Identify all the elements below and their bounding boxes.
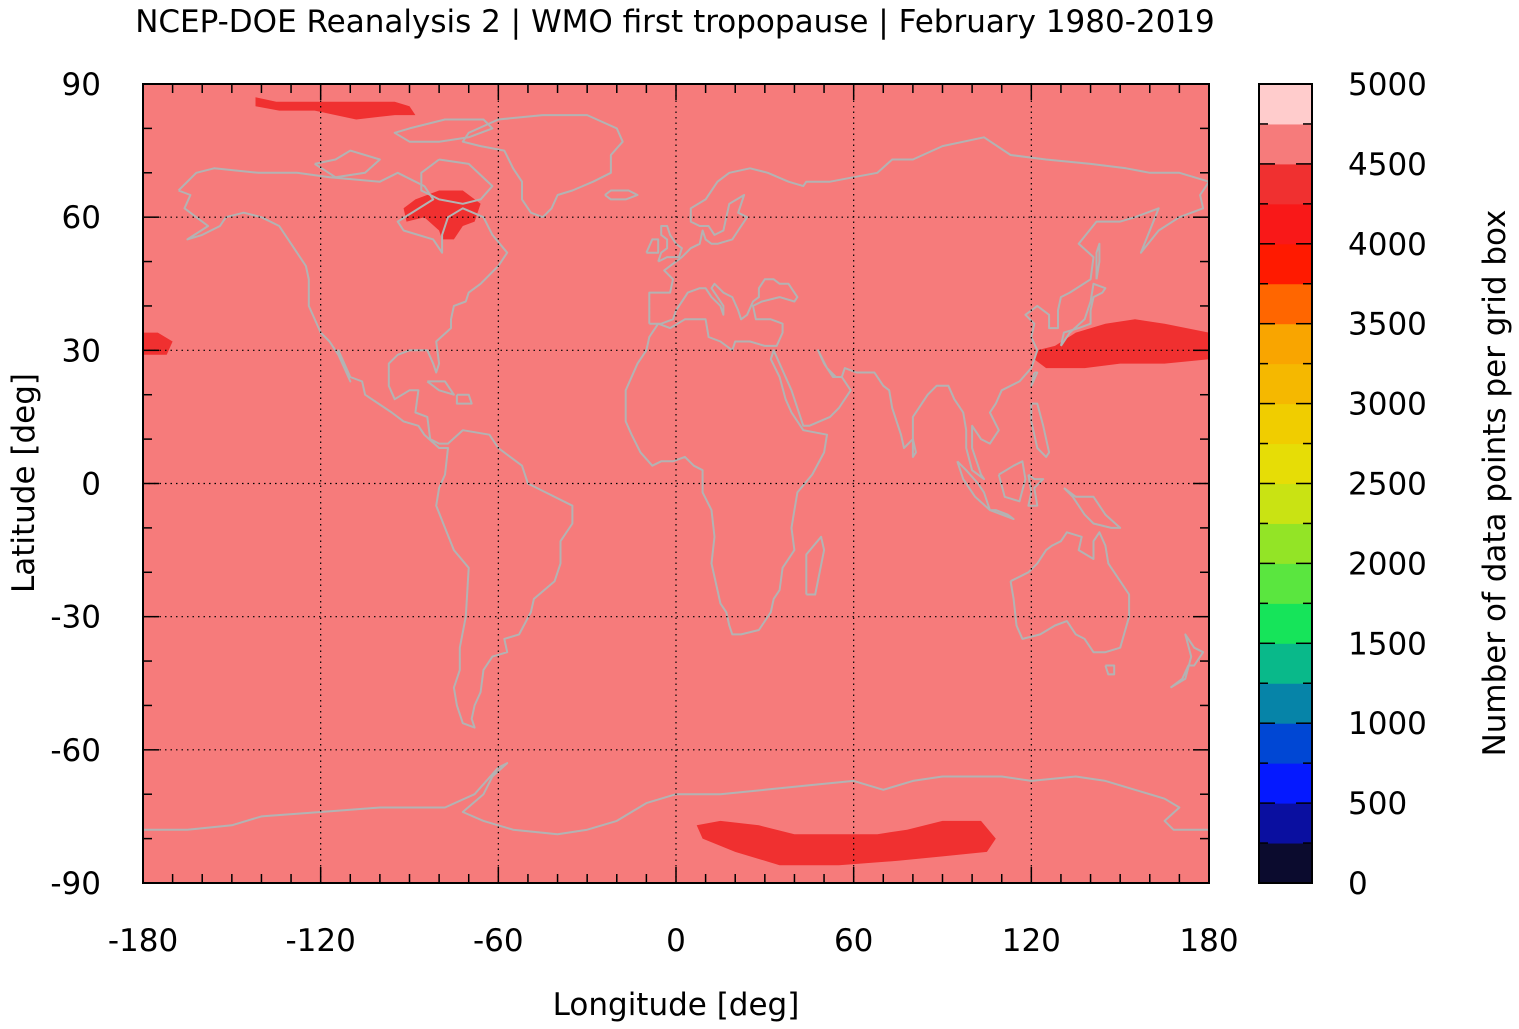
coastline-24 xyxy=(455,393,473,405)
coastline-10 xyxy=(997,460,1027,503)
coastline-20 xyxy=(1169,633,1205,689)
colorbar-tick-label: 3500 xyxy=(1348,307,1427,343)
colorbar-bin xyxy=(1259,483,1312,524)
coastline-16 xyxy=(1030,371,1039,387)
colorbar-bin xyxy=(1259,323,1312,365)
y-tick-label: 0 xyxy=(81,467,101,503)
x-tick-labels: -180 -120 -60 0 60 120 180 xyxy=(108,923,1239,959)
coastline-17 xyxy=(657,225,683,263)
y-tick-label: -60 xyxy=(50,733,101,769)
colorbar-ticks xyxy=(1259,83,1312,884)
colorbar-bin xyxy=(1259,243,1312,285)
coastline-25 xyxy=(143,762,1209,836)
y-tick-label: -30 xyxy=(50,600,101,636)
colorbar-tick-label: 2000 xyxy=(1348,546,1427,582)
coastline-4 xyxy=(314,149,381,179)
colorbar-label: Number of data points per grid box xyxy=(1477,210,1513,757)
colorbar-bin xyxy=(1259,843,1312,884)
colorbar-tick-label: 1000 xyxy=(1348,706,1427,742)
coastline-14 xyxy=(1059,282,1107,347)
y-axis-label: Latitude [deg] xyxy=(6,373,42,593)
coastline-0 xyxy=(177,167,574,729)
coastline-12 xyxy=(1063,487,1122,529)
region-east-antarctica xyxy=(696,820,996,866)
colorbar-bin xyxy=(1259,563,1312,604)
colorbar-tick-label: 4500 xyxy=(1348,147,1427,183)
coastline-1 xyxy=(461,114,624,219)
colorbar-tick-label: 0 xyxy=(1348,866,1368,902)
colorbar-bin xyxy=(1259,163,1312,205)
colorbar-tick-label: 500 xyxy=(1348,786,1407,822)
x-tick-label: -120 xyxy=(285,923,355,959)
coastline-8 xyxy=(956,460,991,512)
gridlines xyxy=(143,84,1209,883)
region-northwest-pacific xyxy=(1034,319,1209,369)
x-tick-label: -180 xyxy=(108,923,178,959)
colorbar-bin xyxy=(1259,723,1312,764)
coastline-21 xyxy=(1104,664,1116,676)
coastlines xyxy=(143,114,1209,836)
colorbar-bin xyxy=(1259,363,1312,405)
colorbar-bin xyxy=(1259,203,1312,245)
colorbar-tick-label: 2500 xyxy=(1348,467,1427,503)
colorbar xyxy=(1259,84,1312,884)
x-tick-label: 60 xyxy=(834,923,873,959)
y-tick-label: -90 xyxy=(50,866,101,902)
x-tick-label: 0 xyxy=(666,923,686,959)
region-dateline-pacific xyxy=(143,332,173,355)
axis-ticks xyxy=(142,83,1210,884)
coastline-6 xyxy=(624,136,1209,636)
colorbar-tick-label: 4000 xyxy=(1348,227,1427,263)
map-plot-area xyxy=(143,84,1209,883)
coastline-18 xyxy=(645,238,660,254)
coastline-19 xyxy=(805,535,826,596)
x-axis-label: Longitude [deg] xyxy=(553,987,800,1023)
y-tick-label: 60 xyxy=(62,200,101,236)
y-tick-label: 90 xyxy=(62,67,101,103)
coastline-5 xyxy=(604,189,639,201)
colorbar-bin xyxy=(1259,283,1312,325)
chart-title: NCEP-DOE Reanalysis 2 | WMO first tropop… xyxy=(135,4,1215,40)
colorbar-tick-label: 1500 xyxy=(1348,626,1427,662)
coastline-22 xyxy=(911,438,917,458)
colorbar-tick-labels: 0 500 1000 1500 2000 2500 3000 3500 4000 4500 5000 xyxy=(1348,67,1427,902)
colorbar-bin xyxy=(1259,403,1312,445)
x-tick-label: 180 xyxy=(1179,923,1238,959)
colorbar-tick-label: 5000 xyxy=(1348,67,1427,103)
colorbar-tick-label: 3000 xyxy=(1348,387,1427,423)
colorbar-bin xyxy=(1259,123,1312,165)
coastline-23 xyxy=(426,380,455,396)
colorbar-bin xyxy=(1259,643,1312,684)
coastline-9 xyxy=(989,509,1015,520)
y-tick-label: 30 xyxy=(62,333,101,369)
region-arctic-canada xyxy=(255,97,416,120)
colorbar-bin xyxy=(1259,763,1312,804)
coastline-13 xyxy=(1030,402,1051,458)
x-tick-label: 120 xyxy=(1002,923,1061,959)
coastline-11 xyxy=(1027,473,1045,507)
colorbar-bin xyxy=(1259,84,1312,125)
coastline-7 xyxy=(1009,531,1131,654)
colorbar-bin xyxy=(1259,683,1312,724)
coastline-15 xyxy=(1095,242,1101,280)
colorbar-bin xyxy=(1259,443,1312,484)
x-tick-label: -60 xyxy=(473,923,524,959)
colorbar-bin xyxy=(1259,803,1312,844)
colorbar-bin xyxy=(1259,523,1312,564)
coastline-2 xyxy=(393,118,494,143)
y-tick-labels: 90 60 30 0 -30 -60 -90 xyxy=(50,67,101,902)
coastline-3 xyxy=(420,158,494,205)
colorbar-bin xyxy=(1259,603,1312,644)
